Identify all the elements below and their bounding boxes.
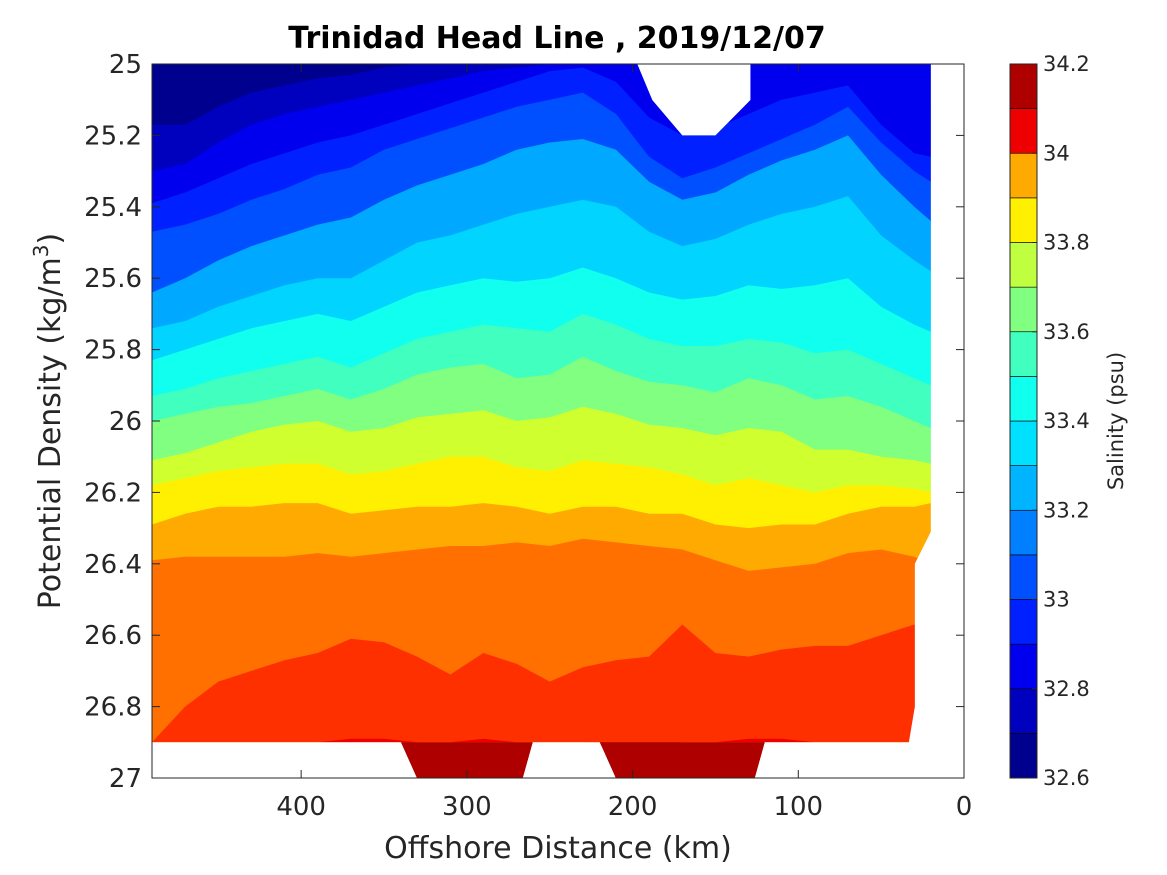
colorbar-band [1009,331,1038,377]
nearshore-no-data-mask [902,64,964,778]
colorbar-band [1009,688,1038,734]
y-tick-label: 25.8 [84,336,142,366]
surface-no-data-mask [637,64,751,136]
colorbar-band [1009,420,1038,466]
y-tick-label: 25 [109,50,142,80]
x-axis: 400 300 200 100 0 [276,64,972,822]
y-tick-label: 27 [109,764,142,794]
contour-band-34.1 [152,738,931,750]
bottom-no-data-mask-middle [522,742,616,778]
colorbar-tick-label: 33.8 [1043,231,1090,255]
colorbar-band [1009,509,1038,556]
y-tick-label: 26.8 [84,693,142,723]
x-tick-label: 0 [956,792,973,822]
y-axis-label-close: ) [33,233,68,245]
y-axis-label-main: Potential Density (kg/m [33,257,68,609]
colorbar-band [1009,286,1038,333]
colorbar-band [1009,554,1038,600]
y-tick-label: 25.6 [84,264,142,294]
y-tick-label: 26.6 [84,621,142,651]
y-tick-label: 25.2 [84,121,142,151]
colorbar-band [1009,376,1038,422]
colorbar-band [1009,733,1038,779]
plot-area [151,63,965,779]
x-tick-label: 300 [442,792,492,822]
colorbar-band [1009,63,1038,109]
colorbar-band [1009,242,1038,288]
y-axis: 25 25.2 25.4 25.6 25.8 26 26.2 26.4 26.6 26.8 27 [84,50,964,794]
deep-salinity-region-1 [400,742,533,778]
colorbar-tick-label: 32.8 [1043,677,1090,701]
colorbar-tick-label: 34 [1043,141,1070,165]
y-axis-label-sup: 3 [29,244,53,257]
no-data-masks [152,64,964,778]
contour-band-34 [152,624,931,743]
contour-fills [152,64,931,778]
colorbar-band [1009,465,1038,511]
y-tick-label: 26.2 [84,478,142,508]
colorbar-band [1009,197,1038,243]
colorbar-tick-label: 33.2 [1043,498,1090,522]
colorbar-tick-label: 33 [1043,588,1070,612]
colorbar-tick-label: 33.6 [1043,320,1090,344]
colorbar: 32.6 32.8 33 33.2 33.4 33.6 33.8 34 34.2 [1009,52,1090,790]
x-tick-label: 100 [773,792,823,822]
colorbar-tick-label: 32.6 [1043,766,1090,790]
y-tick-label: 25.4 [84,193,142,223]
y-tick-label: 26.4 [84,550,142,580]
chart-title: Trinidad Head Line , 2019/12/07 [288,21,825,56]
colorbar-band [1009,599,1038,645]
y-axis-label: Potential Density (kg/m3) [29,233,68,609]
y-tick-label: 26 [109,407,142,437]
x-tick-label: 400 [276,792,326,822]
bottom-no-data-mask-right [754,742,931,778]
deep-salinity-region-2 [599,742,765,778]
x-axis-label: Offshore Distance (km) [384,831,732,866]
colorbar-band [1009,152,1038,199]
colorbar-label: Salinity (psu) [1104,352,1128,490]
colorbar-band [1009,108,1038,154]
x-tick-label: 200 [608,792,658,822]
bottom-no-data-mask-left [152,742,417,778]
colorbar-tick-label: 33.4 [1043,409,1090,433]
colorbar-band [1009,643,1038,690]
colorbar-tick-label: 34.2 [1043,52,1090,76]
